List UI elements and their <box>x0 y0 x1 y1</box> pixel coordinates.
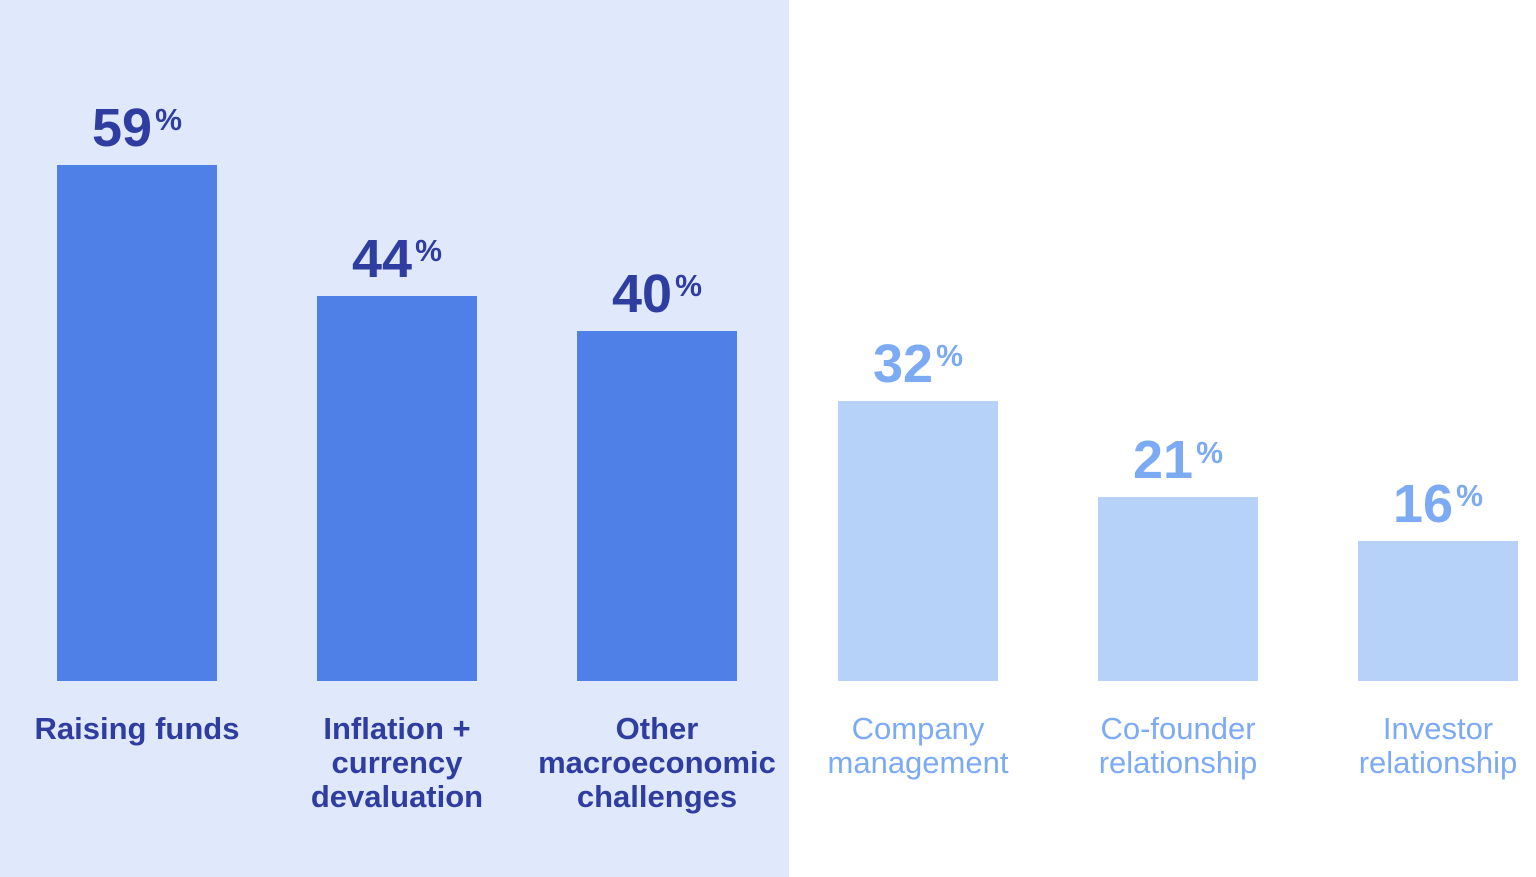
percent-suffix: % <box>1196 436 1223 470</box>
percent-suffix: % <box>415 235 442 269</box>
bar-group: 44% Inflation + currency devaluation <box>267 0 527 877</box>
bar-rect <box>838 401 998 681</box>
bar-group: 59% Raising funds <box>7 0 267 877</box>
bar-group: 16% Investor relationship <box>1308 0 1536 877</box>
bar-value: 16 <box>1393 474 1454 534</box>
percent-suffix: % <box>675 270 702 304</box>
bar-value-label: 44% <box>267 232 527 286</box>
percent-suffix: % <box>155 104 182 138</box>
bar-category-label: Inflation + currency devaluation <box>310 711 484 815</box>
bar-category-label: Other macroeconomic challenges <box>538 711 776 815</box>
bar-value: 44 <box>352 229 413 289</box>
bar-rect <box>317 296 477 681</box>
bar-value: 59 <box>92 97 153 158</box>
bar-category-label: Raising funds <box>34 711 240 746</box>
bar-value-label: 40% <box>527 267 787 321</box>
bar-value-label: 59% <box>7 101 267 155</box>
percent-suffix: % <box>1456 480 1483 514</box>
bar-rect <box>57 164 217 681</box>
bar-rect <box>1098 497 1258 681</box>
bar-value: 32 <box>873 334 934 394</box>
bar-group: 32% Company management <box>788 0 1048 877</box>
bar-value-label: 21% <box>1048 433 1308 487</box>
bar-value: 40 <box>612 264 673 324</box>
bar-value: 21 <box>1133 430 1194 491</box>
percent-suffix: % <box>936 340 963 374</box>
bar-value-label: 32% <box>788 337 1048 391</box>
bar-value-label: 16% <box>1308 477 1536 531</box>
bar-rect <box>1358 541 1518 681</box>
bar-group: 21% Co-founder relationship <box>1048 0 1308 877</box>
bar-category-label: Company management <box>827 711 1009 781</box>
bar-category-label: Investor relationship <box>1358 711 1518 781</box>
bar-group: 40% Other macroeconomic challenges <box>527 0 787 877</box>
bar-rect <box>577 331 737 681</box>
bar-category-label: Co-founder relationship <box>1098 711 1258 781</box>
